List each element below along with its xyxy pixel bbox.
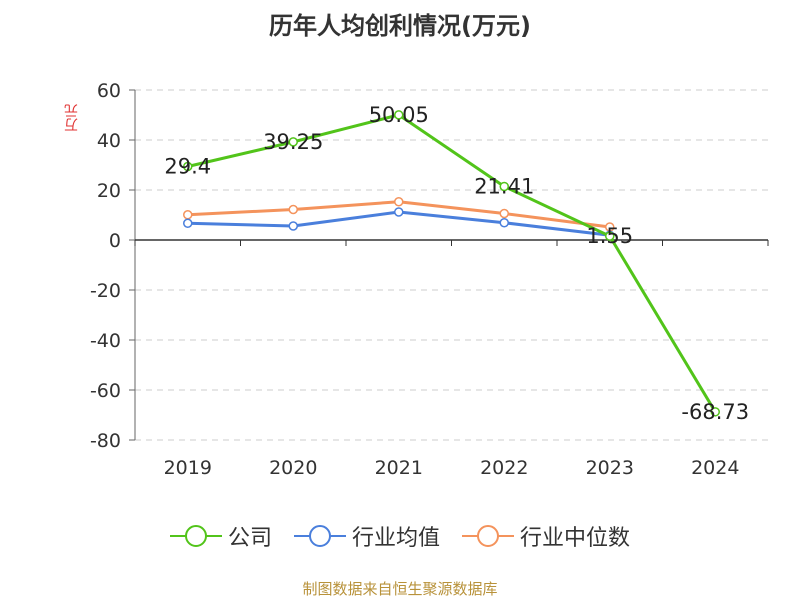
data-label: 50.05 xyxy=(369,103,429,127)
series-line-0 xyxy=(187,113,717,413)
data-point xyxy=(394,110,404,120)
y-tick-label: 60 xyxy=(97,80,121,102)
legend-item-industry-median[interactable]: 行业中位数 xyxy=(462,520,630,552)
data-point xyxy=(499,181,509,192)
data-point xyxy=(183,161,193,172)
x-tick-label: 2021 xyxy=(375,457,423,479)
legend: 公司 行业均值 行业中位数 xyxy=(0,520,800,552)
data-point xyxy=(605,231,615,241)
x-tick-label: 2019 xyxy=(164,457,212,479)
data-source-note: 制图数据来自恒生聚源数据库 xyxy=(302,580,498,598)
data-point xyxy=(183,218,193,228)
data-label: -68.73 xyxy=(681,400,749,424)
legend-marker-company xyxy=(169,525,222,547)
x-tick-label: 2024 xyxy=(691,457,739,479)
x-tick-label: 2022 xyxy=(480,457,528,479)
y-tick-label: -40 xyxy=(90,330,121,352)
data-point xyxy=(394,197,404,207)
x-tick-label: 2020 xyxy=(269,457,317,479)
y-tick-label: -20 xyxy=(90,280,121,302)
data-label: 21.41 xyxy=(474,174,534,198)
legend-label-industry-mean: 行业均值 xyxy=(351,526,440,551)
legend-label-industry-median: 行业中位数 xyxy=(520,526,631,551)
data-label: 39.25 xyxy=(263,130,323,154)
data-point xyxy=(499,218,509,228)
data-point xyxy=(288,204,298,215)
data-point xyxy=(710,407,720,417)
legend-marker-industry-median xyxy=(462,525,514,547)
y-tick-label: 20 xyxy=(97,180,121,202)
legend-marker-industry-mean xyxy=(293,525,346,547)
y-tick-label: 0 xyxy=(109,230,121,252)
legend-item-industry-mean[interactable]: 行业均值 xyxy=(293,520,440,552)
data-point xyxy=(288,221,298,231)
line-chart: 60 40 20 0 -20 -40 -60 -80 2019 2020 2021 2022 2023 2… xyxy=(90,80,769,479)
legend-label-company: 公司 xyxy=(227,526,272,551)
chart-title: 历年人均创利情况(万元) xyxy=(269,12,531,40)
data-label: 1.55 xyxy=(586,224,633,248)
data-point xyxy=(499,208,509,219)
y-tick-label: -60 xyxy=(90,380,121,402)
data-point xyxy=(288,137,298,147)
legend-item-company[interactable]: 公司 xyxy=(169,520,272,552)
y-tick-label: -80 xyxy=(90,430,121,452)
y-tick-label: 40 xyxy=(97,130,121,152)
data-label: 29.4 xyxy=(164,155,211,179)
x-tick-label: 2023 xyxy=(586,457,634,479)
data-point xyxy=(394,207,404,217)
data-point xyxy=(183,210,193,220)
